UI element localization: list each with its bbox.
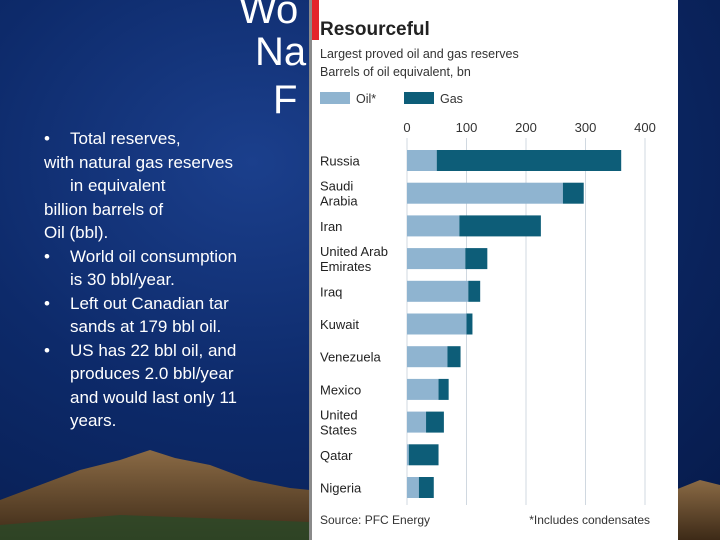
bar-oil — [407, 248, 466, 270]
legend-label: Oil* — [356, 92, 376, 106]
category-label: Russia — [320, 154, 361, 169]
x-tick-label: 100 — [456, 120, 478, 135]
bar-oil — [407, 150, 437, 171]
bullet-text: in equivalent — [70, 176, 166, 195]
bar-oil — [407, 411, 427, 433]
chart-legend: Oil* Gas — [320, 92, 463, 106]
bar-oil — [407, 477, 419, 498]
bar-gas — [562, 182, 584, 204]
legend-swatch — [320, 92, 350, 104]
bullet-icon: • — [44, 129, 50, 148]
bar-oil — [407, 215, 460, 237]
bullet-line: with natural gas reserves — [40, 151, 300, 175]
bar-gas — [465, 248, 488, 270]
bullet-icon: • — [44, 246, 50, 266]
bullet-text: sands at 179 bbl oil. — [70, 317, 222, 336]
bar-gas — [466, 313, 473, 335]
bar-gas — [436, 150, 622, 171]
category-label: United — [320, 408, 358, 423]
bar-gas — [459, 215, 541, 237]
category-label: Emirates — [320, 259, 372, 274]
legend-label: Gas — [440, 92, 463, 106]
x-axis-ticks: 0 100 200 300 400 — [403, 120, 655, 135]
category-label: Venezuela — [320, 350, 381, 365]
category-label: Qatar — [320, 448, 353, 463]
legend-swatch — [404, 92, 434, 104]
chart-unit-label: Barrels of oil equivalent, bn — [320, 65, 471, 79]
bar-gas — [468, 280, 481, 302]
bar-oil — [407, 444, 409, 466]
category-label: Arabia — [320, 194, 358, 209]
bullet-line: sands at 179 bbl oil. — [40, 315, 300, 339]
bullet-line: and would last only 11 — [40, 386, 300, 410]
title-line-2: Na — [255, 30, 307, 74]
bullet-line: billion barrels of — [40, 198, 300, 222]
bullet-text: years. — [70, 411, 117, 430]
bar-gas — [447, 346, 461, 368]
bar-gas — [438, 378, 449, 400]
bullet-text: Total reserves, — [70, 129, 181, 148]
bullet-list: • Total reserves, with natural gas reserve… — [40, 127, 300, 433]
bullet-text: and would last only 11 — [70, 387, 237, 407]
chart-subtitle: Largest proved oil and gas reserves — [320, 47, 519, 61]
bullet-line: is 30 bbl/year. — [40, 268, 300, 292]
bar-oil — [407, 280, 469, 302]
category-label: Kuwait — [320, 317, 359, 332]
category-label: Nigeria — [320, 481, 362, 496]
bullet-text: Left out Canadian tar — [70, 293, 229, 313]
chart-footnote: *Includes condensates — [529, 513, 650, 527]
title-line-1: Wo — [239, 0, 299, 32]
bar-oil — [407, 182, 563, 204]
x-tick-label: 400 — [634, 120, 656, 135]
bullet-line: • World oil consumption — [40, 245, 300, 269]
accent-bar — [312, 0, 319, 40]
bar-gas — [426, 411, 444, 433]
category-label: States — [320, 423, 357, 438]
category-label: Iran — [320, 219, 342, 234]
bullet-text: Oil (bbl). — [44, 223, 109, 242]
bullet-text: billion barrels of — [44, 199, 164, 219]
reserves-chart: Resourceful Largest proved oil and gas r… — [320, 19, 656, 527]
bullet-text: is 30 bbl/year. — [70, 270, 175, 289]
bar-oil — [407, 313, 467, 335]
x-tick-label: 300 — [575, 120, 597, 135]
x-tick-label: 0 — [403, 120, 410, 135]
bullet-text: produces 2.0 bbl/year — [70, 364, 234, 383]
category-label: Mexico — [320, 382, 361, 397]
bar-oil — [407, 346, 448, 368]
bullet-icon: • — [44, 293, 50, 313]
chart-title: Resourceful — [320, 19, 430, 40]
mountain-background — [0, 450, 720, 540]
title-line-3: F — [273, 78, 298, 122]
bullet-line: • Left out Canadian tar — [40, 292, 300, 316]
category-label: United Arab — [320, 244, 388, 259]
bullet-line: Oil (bbl). — [40, 221, 300, 245]
bullet-line: in equivalent — [40, 174, 300, 198]
bullet-line: • US has 22 bbl oil, and — [40, 339, 300, 363]
chart-source: Source: PFC Energy — [320, 513, 430, 527]
x-tick-label: 200 — [515, 120, 537, 135]
bar-gas — [408, 444, 439, 466]
bullet-text: US has 22 bbl oil, and — [70, 340, 237, 360]
bar-oil — [407, 378, 439, 400]
bullet-text: with natural gas reserves — [44, 152, 233, 172]
category-label: Saudi — [320, 179, 353, 194]
bullet-line: years. — [40, 409, 300, 433]
category-label: Iraq — [320, 284, 342, 299]
bullet-text: World oil consumption — [70, 246, 237, 266]
chart-bars — [407, 150, 622, 498]
bullet-line: produces 2.0 bbl/year — [40, 362, 300, 386]
chart-panel: Resourceful Largest proved oil and gas r… — [309, 0, 678, 540]
bullet-icon: • — [44, 340, 50, 360]
bullet-line: • Total reserves, — [40, 127, 300, 151]
bar-gas — [418, 477, 434, 498]
